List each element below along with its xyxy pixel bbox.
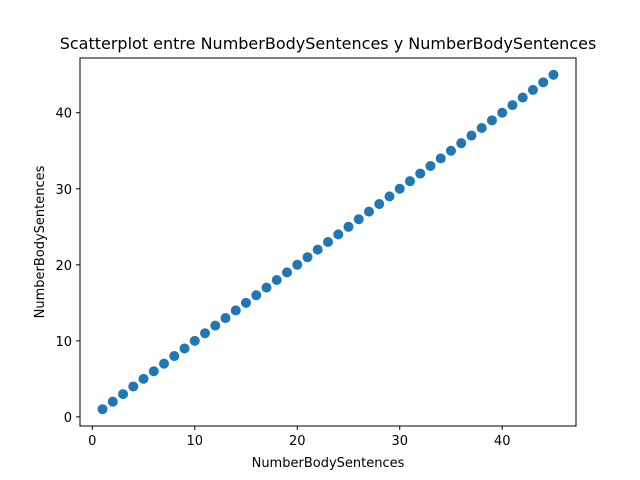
scatter-point [394,183,405,194]
scatter-point [138,373,149,384]
scatter-point [415,168,426,179]
scatter-point [404,176,415,187]
scatter-point [271,275,282,286]
scatter-point [384,191,395,202]
scatter-point [363,206,374,217]
scatter-point [374,198,385,209]
scatter-point [527,84,538,95]
scatter-point [456,138,467,149]
chart-title: Scatterplot entre NumberBodySentences y … [60,34,597,53]
y-tick-label: 40 [55,107,72,122]
scatter-point [118,389,129,400]
scatter-point [435,153,446,164]
scatter-point [486,115,497,126]
x-tick-label: 0 [88,434,96,449]
y-tick-label: 0 [64,411,72,426]
scatter-point [261,282,272,293]
scatter-point [425,160,436,171]
scatter-point [220,313,231,324]
y-tick-label: 20 [55,259,72,274]
scatter-point [159,358,170,369]
scatter-point [169,351,180,362]
x-axis-label: NumberBodySentences [252,456,405,471]
scatter-point [148,366,159,377]
scatter-point [128,381,139,392]
y-tick-label: 10 [55,335,72,350]
scatter-point [302,252,313,263]
scatter-point [107,396,118,407]
scatter-point [333,229,344,240]
y-axis: 0 10 20 30 40 [55,107,80,426]
scatter-point [210,320,221,331]
scatter-point [179,343,190,354]
scatter-point [548,69,559,80]
x-tick-label: 40 [494,434,511,449]
scatter-point [97,404,108,415]
x-tick-label: 10 [187,434,204,449]
scatter-point [476,122,487,133]
scatter-point [323,237,333,247]
scatter-point [282,267,293,278]
x-axis: 0 10 20 30 40 [88,426,510,449]
y-axis-label: NumberBodySentences [33,165,48,318]
x-tick-label: 30 [391,434,408,449]
scatter-point [292,259,303,270]
scatter-point [230,305,241,316]
scatter-point [312,244,323,255]
scatter-point [353,214,364,225]
y-tick-label: 30 [55,183,72,198]
scatter-point [497,107,508,118]
scatter-point [466,130,477,141]
x-tick-label: 20 [289,434,306,449]
scatter-point [517,92,528,103]
scatter-point [538,77,549,88]
scatter-point [445,145,456,156]
scatter-point [200,328,211,339]
plot-area-frame [79,57,577,427]
scatter-point [507,100,518,111]
scatter-point [241,297,252,308]
scatter-point [189,335,200,346]
scatter-point [251,290,262,301]
scatter-points [97,69,559,415]
scatter-point [343,221,354,232]
